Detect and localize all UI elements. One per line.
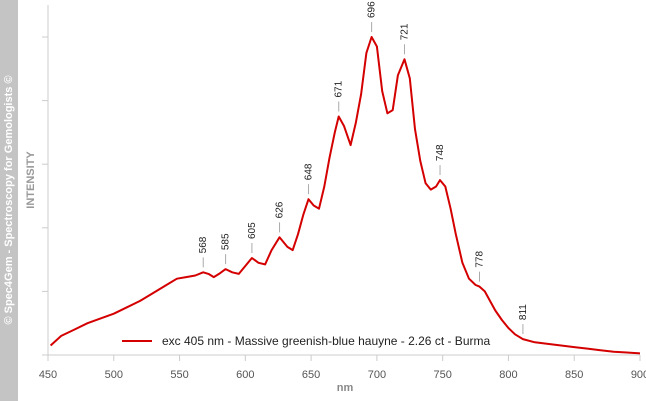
x-tick-label: 900 (631, 369, 646, 381)
peak-label: 605 (247, 222, 258, 239)
legend: exc 405 nm - Massive greenish-blue hauyn… (122, 334, 490, 348)
x-tick-label: 750 (433, 369, 451, 381)
peak-annotations: 568 585 605 626 648 671 696 721 748 778 811 (198, 1, 529, 335)
peak-label: 721 (400, 23, 411, 40)
axes (47, 5, 640, 356)
watermark-sidebar: © Spec4Gem - Spectroscopy for Gemologist… (0, 0, 18, 401)
y-axis-label: INTENSITY (25, 151, 37, 209)
peak-label: 748 (435, 144, 446, 161)
legend-label: exc 405 nm - Massive greenish-blue hauyn… (162, 334, 490, 348)
x-tick-label: 700 (368, 369, 386, 381)
x-tick-label: 600 (236, 369, 254, 381)
x-tick-label: 500 (105, 369, 123, 381)
series-group (49, 36, 641, 355)
x-tick-label: 550 (170, 369, 188, 381)
x-axis-label: nm (337, 382, 354, 394)
peak-label: 671 (334, 80, 345, 97)
peak-label: 811 (518, 304, 529, 320)
peak-label: 696 (367, 1, 378, 18)
x-ticks: 450 500 550 600 650 700 750 800 850 900 (39, 355, 646, 381)
x-tick-label: 850 (565, 369, 583, 381)
peak-label: 626 (275, 201, 286, 218)
x-tick-label: 450 (39, 369, 57, 381)
peak-label: 568 (198, 236, 209, 253)
peak-label: 778 (475, 251, 486, 268)
x-tick-label: 650 (302, 369, 320, 381)
peak-label: 585 (221, 233, 232, 250)
peak-label: 648 (303, 163, 314, 180)
y-ticks (42, 36, 48, 356)
x-tick-label: 800 (499, 369, 517, 381)
series-line (49, 36, 641, 355)
